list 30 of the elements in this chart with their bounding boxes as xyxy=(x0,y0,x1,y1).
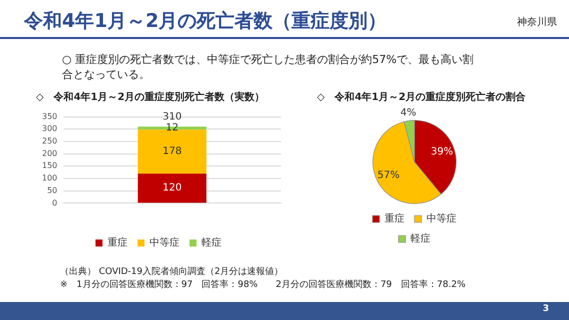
y-tick-label: 300 xyxy=(42,124,58,134)
legend-label: 重症 xyxy=(384,212,404,225)
text: （出典） COVID-19入院者傾向調査（2月分は速報値） xyxy=(60,267,284,277)
data-label: 120 xyxy=(162,182,182,194)
data-label: 57% xyxy=(377,170,400,181)
text: ※ 1月分の回答医療機関数：97 回答率：98% 2月分の回答医療機関数：79 回答率：78.2% xyxy=(60,280,466,290)
y-tick-label: 150 xyxy=(42,161,58,170)
y-tick-label: 250 xyxy=(42,136,58,146)
text: 神奈川県 xyxy=(517,17,557,28)
bar xyxy=(138,130,206,174)
data-label: 178 xyxy=(162,146,182,158)
text: ○ 重症度別の死亡者数では、中等症で死亡した患者の割合が約57%で、最も高い割合となっている。 xyxy=(62,53,474,81)
chart-title: ◇ 令和4年1月～2月の重症度別死亡者の割合 xyxy=(317,90,527,105)
y-tick-label: 200 xyxy=(42,148,58,158)
legend-label: 中等症 xyxy=(150,236,180,249)
data-label: 39% xyxy=(430,146,454,158)
y-tick-label: 350 xyxy=(42,112,58,121)
y-tick-label: 50 xyxy=(47,186,58,195)
legend-label: 中等症 xyxy=(426,212,456,225)
text: 令和4年1月～2月の死亡者数（重症度別） xyxy=(24,10,387,32)
legend-label: 軽症 xyxy=(410,232,430,245)
chart-title: ◇ 令和4年1月～2月の重症度別死亡者数（実数） xyxy=(36,90,266,105)
data-label: 4% xyxy=(400,107,416,118)
legend-label: 重症 xyxy=(108,236,128,249)
text: 3 xyxy=(542,304,549,314)
bar xyxy=(138,174,206,203)
y-tick-label: 0 xyxy=(52,198,58,208)
y-tick-label: 100 xyxy=(42,174,58,183)
total-label: 310 xyxy=(162,111,182,122)
legend-label: 軽症 xyxy=(202,236,222,249)
